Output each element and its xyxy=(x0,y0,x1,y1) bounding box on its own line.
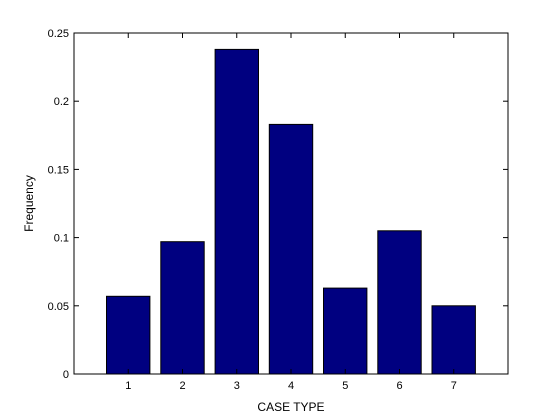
bar-3 xyxy=(215,49,258,374)
x-tick-label: 1 xyxy=(125,380,131,392)
x-axis-label: CASE TYPE xyxy=(257,400,324,414)
bar-1 xyxy=(107,296,150,374)
x-tick-label: 4 xyxy=(288,380,294,392)
y-tick-label: 0.2 xyxy=(54,96,69,108)
y-tick-label: 0.15 xyxy=(48,164,69,176)
y-tick-label: 0.05 xyxy=(48,301,69,313)
bar-2 xyxy=(161,242,204,374)
bar-7 xyxy=(432,306,475,374)
x-tick-label: 5 xyxy=(342,380,348,392)
y-tick-label: 0.1 xyxy=(54,233,69,245)
x-tick-label: 6 xyxy=(396,380,402,392)
x-tick-label: 3 xyxy=(234,380,240,392)
y-tick-label: 0.25 xyxy=(48,28,69,40)
bar-5 xyxy=(324,288,367,374)
bar-4 xyxy=(269,124,312,374)
x-tick-label: 7 xyxy=(451,380,457,392)
x-tick-label: 2 xyxy=(179,380,185,392)
y-axis-label: Frequency xyxy=(22,175,36,232)
y-tick-label: 0 xyxy=(63,369,69,381)
bar-6 xyxy=(378,231,421,374)
